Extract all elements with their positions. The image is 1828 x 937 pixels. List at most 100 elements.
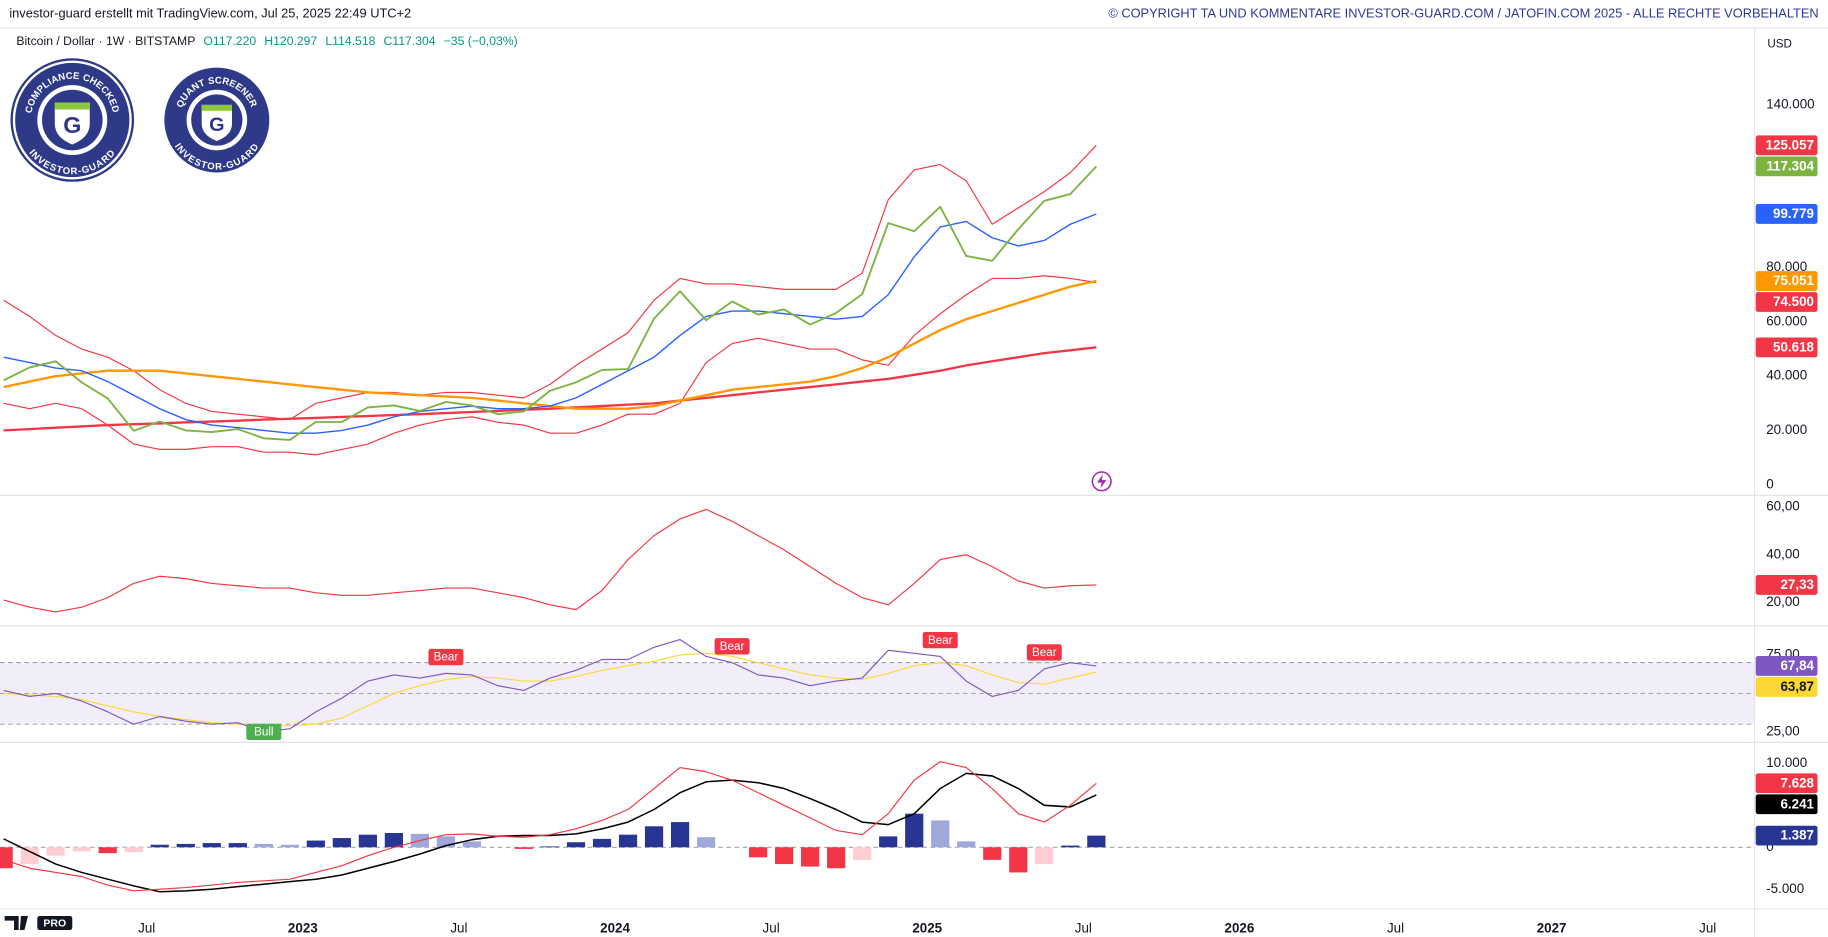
y-tick-label: 40,00 bbox=[1766, 546, 1800, 561]
price-tag bbox=[1755, 204, 1818, 224]
price-tag bbox=[1755, 677, 1818, 697]
y-tick-label: 25,00 bbox=[1766, 723, 1800, 738]
price-tag bbox=[1755, 794, 1818, 815]
pane-plot bbox=[0, 761, 1755, 893]
histogram-bar bbox=[46, 847, 65, 856]
histogram-bar bbox=[280, 844, 299, 848]
histogram-bar bbox=[670, 822, 690, 848]
pane bbox=[3, 144, 1098, 456]
x-tick-label: Jul bbox=[450, 920, 467, 935]
alert-icon[interactable] bbox=[1091, 471, 1112, 492]
divergence-label: Bear bbox=[1032, 646, 1057, 659]
histogram-bar bbox=[0, 847, 13, 869]
price-tag bbox=[1755, 271, 1818, 291]
histogram-bar bbox=[514, 847, 534, 849]
y-tick-label: 60,00 bbox=[1766, 499, 1800, 514]
histogram-bar bbox=[358, 834, 377, 848]
pane-plot bbox=[3, 144, 1098, 456]
price-tag-label: 7.628 bbox=[1780, 775, 1814, 790]
ohlc-low: L114.518 bbox=[325, 34, 375, 48]
series-line bbox=[3, 275, 1097, 456]
price-tag-label: 6.241 bbox=[1780, 796, 1814, 811]
ohlc-open: O117.220 bbox=[203, 34, 256, 48]
histogram-bar bbox=[202, 843, 221, 848]
price-tag-label: 27,33 bbox=[1780, 577, 1814, 592]
histogram-bar bbox=[254, 843, 273, 848]
badge: G COMPLIANCE CHECKED INVESTOR-GUARD bbox=[10, 58, 135, 182]
histogram-bar bbox=[540, 846, 560, 848]
pane-plot bbox=[3, 508, 1097, 613]
symbol: Bitcoin / Dollar · 1W · BITSTAMP bbox=[16, 34, 195, 48]
histogram-bar bbox=[72, 847, 91, 852]
y-tick-label: 0 bbox=[1766, 839, 1773, 854]
divergence-tag bbox=[246, 723, 282, 741]
x-tick-label: 2026 bbox=[1225, 920, 1255, 935]
series-line bbox=[3, 144, 1097, 421]
series-line bbox=[3, 346, 1097, 432]
divergence-label: Bull bbox=[254, 726, 273, 739]
price-tag bbox=[1755, 135, 1818, 156]
histogram-bar bbox=[801, 847, 820, 867]
y-tick-label: 140.000 bbox=[1766, 96, 1814, 111]
price-tag-label: 74.500 bbox=[1773, 294, 1814, 309]
y-tick-label: 80.000 bbox=[1766, 259, 1807, 274]
x-tick-label: 2024 bbox=[600, 920, 630, 935]
histogram-bar bbox=[176, 843, 195, 848]
histogram-bar bbox=[696, 837, 716, 848]
ohlc-high: H120.297 bbox=[264, 34, 317, 48]
histogram-bar bbox=[592, 838, 612, 848]
histogram-bar bbox=[1061, 845, 1080, 848]
histogram-bar bbox=[98, 847, 117, 854]
price-tag bbox=[1755, 773, 1818, 794]
histogram-bar bbox=[983, 847, 1002, 860]
pane bbox=[3, 508, 1097, 613]
histogram-bar bbox=[566, 842, 586, 848]
price-tag bbox=[1755, 337, 1818, 358]
price-tag-label: 99.779 bbox=[1773, 206, 1814, 221]
y-tick-label: 20.000 bbox=[1766, 422, 1807, 437]
series-line bbox=[3, 165, 1098, 441]
price-tag-label: 1.387 bbox=[1780, 828, 1814, 843]
pane: Bull Bear Bear Bear Bear bbox=[0, 631, 1755, 741]
histogram-bar bbox=[1087, 835, 1106, 848]
y-tick-label: 60.000 bbox=[1766, 313, 1807, 328]
histogram-bar bbox=[384, 833, 403, 848]
y-tick-label: 10.000 bbox=[1766, 755, 1807, 770]
histogram-bar bbox=[306, 840, 325, 848]
divergence-tag bbox=[922, 631, 958, 649]
divergence-tag bbox=[714, 638, 750, 655]
histogram-bar bbox=[749, 847, 768, 858]
histogram-bar bbox=[931, 820, 950, 848]
x-tick-label: 2023 bbox=[288, 920, 318, 935]
histogram-bar bbox=[957, 841, 976, 848]
x-tick-label: 2025 bbox=[912, 920, 942, 935]
currency: USD bbox=[1767, 37, 1792, 50]
header-right: © COPYRIGHT TA UND KOMMENTARE INVESTOR-G… bbox=[1108, 5, 1818, 20]
y-tick-label: 20,00 bbox=[1766, 594, 1800, 609]
x-tick-label: Jul bbox=[138, 920, 155, 935]
histogram-bar bbox=[905, 813, 924, 848]
y-tick-label: 40.000 bbox=[1766, 368, 1807, 383]
price-tag-label: 125.057 bbox=[1766, 137, 1814, 152]
series-line bbox=[3, 508, 1097, 613]
histogram-bar bbox=[853, 847, 872, 860]
header-left: investor-guard erstellt mit TradingView.… bbox=[9, 5, 411, 20]
badge-logo: G bbox=[209, 114, 224, 136]
price-tag bbox=[1755, 825, 1818, 846]
divergence-tag bbox=[1026, 644, 1062, 661]
badge: G QUANT SCREENER INVESTOR-GUARD bbox=[164, 67, 270, 173]
histogram-bar bbox=[332, 838, 351, 848]
histogram-bar bbox=[1035, 847, 1054, 865]
pane-plot bbox=[0, 639, 1755, 733]
divergence-tag bbox=[428, 648, 464, 666]
price-tag-label: 117.304 bbox=[1766, 158, 1814, 173]
histogram-bar bbox=[462, 841, 482, 848]
y-tick-label: 0 bbox=[1766, 476, 1773, 491]
price-tag bbox=[1755, 156, 1818, 177]
histogram-bar bbox=[618, 834, 638, 848]
x-tick-label: Jul bbox=[1699, 920, 1716, 935]
price-tag bbox=[1755, 656, 1818, 676]
